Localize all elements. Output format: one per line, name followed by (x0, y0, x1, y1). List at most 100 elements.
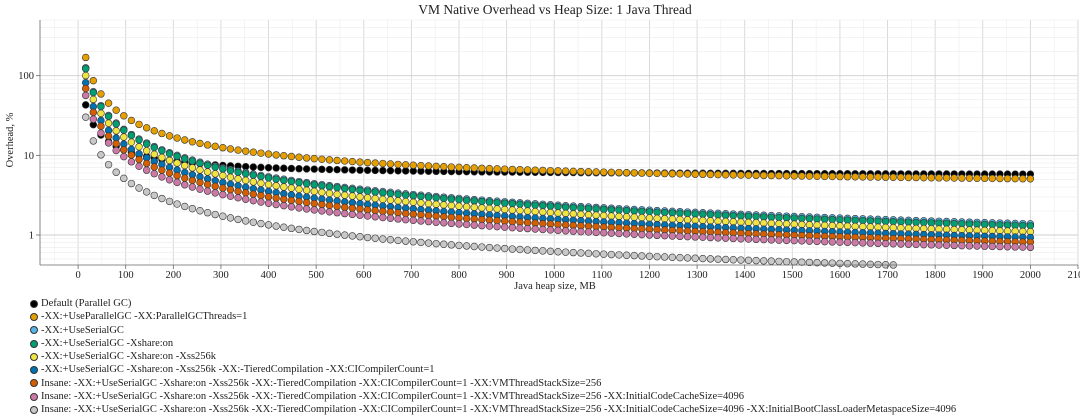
data-point (341, 231, 349, 239)
data-point (401, 191, 410, 199)
data-point (501, 244, 509, 253)
data-point (661, 253, 669, 261)
data-point (752, 171, 760, 180)
data-point (150, 170, 158, 178)
data-point (859, 173, 867, 181)
data-point (691, 170, 699, 178)
data-point (150, 191, 158, 200)
data-point (379, 166, 387, 175)
data-point (584, 204, 593, 213)
data-point (325, 189, 334, 198)
x-tick-label: 800 (451, 270, 467, 281)
data-point (683, 232, 692, 241)
data-point (424, 199, 433, 208)
data-point (280, 195, 288, 203)
data-point (836, 172, 844, 181)
data-point (302, 226, 311, 235)
data-point (409, 161, 417, 169)
data-point (523, 207, 532, 215)
data-point (645, 231, 654, 239)
data-point (127, 158, 136, 166)
data-point (173, 178, 181, 187)
data-point (462, 203, 471, 211)
data-point (546, 202, 555, 210)
data-point (569, 203, 577, 212)
data-point (1026, 243, 1035, 252)
data-point (356, 193, 364, 201)
data-point (523, 201, 532, 209)
data-point (120, 126, 128, 134)
data-point (356, 211, 364, 219)
data-point (737, 212, 745, 220)
data-point (691, 210, 699, 218)
data-point (249, 178, 258, 186)
data-point (661, 208, 669, 217)
data-point (295, 165, 303, 173)
data-point (379, 213, 387, 222)
x-tick-label: 1700 (877, 270, 898, 281)
data-point (592, 205, 600, 213)
data-point (120, 174, 128, 183)
data-point (188, 157, 197, 165)
legend-label: -XX:+UseParallelGC -XX:ParallelGCThreads… (41, 311, 248, 323)
data-point (104, 119, 113, 127)
data-point (318, 188, 326, 197)
data-point (196, 166, 204, 174)
data-point (371, 194, 379, 203)
data-point (607, 212, 616, 220)
data-point (249, 218, 258, 226)
data-point (104, 160, 113, 169)
data-point (668, 232, 677, 240)
data-point (980, 174, 989, 183)
data-point (828, 172, 837, 181)
data-point (798, 172, 806, 180)
data-point (714, 255, 722, 263)
data-point (523, 224, 532, 233)
data-point (638, 252, 646, 260)
data-point (173, 200, 181, 208)
x-tick-label: 200 (165, 270, 181, 281)
data-point (371, 234, 379, 242)
data-point (508, 165, 517, 174)
data-point (615, 212, 623, 221)
data-point (744, 218, 753, 227)
data-point (203, 180, 212, 189)
data-point (371, 206, 379, 215)
data-point (287, 177, 296, 186)
y-tick-label: 1 (29, 230, 34, 241)
data-point (973, 242, 981, 250)
data-point (828, 238, 837, 246)
data-point (676, 209, 684, 217)
data-point (82, 91, 90, 100)
data-point (455, 196, 463, 204)
data-point (592, 250, 600, 258)
data-point (203, 187, 212, 195)
x-tick-label: 300 (213, 270, 229, 281)
series-7 (82, 84, 1035, 246)
data-point (295, 197, 303, 206)
data-point (310, 199, 318, 208)
data-point (386, 166, 395, 175)
x-tick-label: 1800 (925, 270, 946, 281)
data-point (325, 208, 334, 216)
data-point (744, 212, 753, 221)
data-point (234, 175, 242, 183)
data-point (904, 240, 913, 248)
data-point (333, 209, 341, 217)
data-point (683, 254, 692, 262)
data-point (577, 167, 585, 176)
data-point (226, 192, 235, 200)
data-point (264, 193, 273, 201)
data-point (683, 216, 692, 224)
data-point (592, 168, 600, 176)
data-point (493, 205, 501, 213)
data-point (348, 232, 357, 240)
data-point (782, 172, 791, 180)
data-point (973, 174, 981, 182)
data-point (295, 179, 303, 187)
data-point (97, 109, 105, 118)
data-point (89, 76, 98, 85)
data-point (394, 160, 402, 169)
data-point (683, 209, 692, 218)
data-point (485, 222, 494, 230)
